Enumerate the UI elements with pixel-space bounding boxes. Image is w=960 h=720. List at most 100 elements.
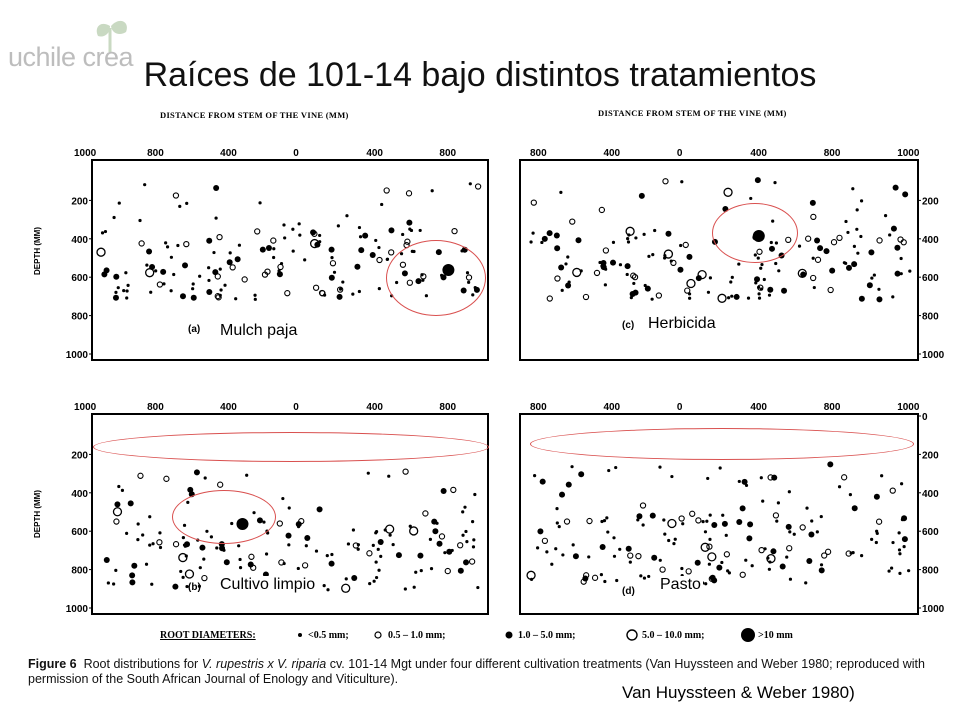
root-dot — [182, 543, 187, 547]
legend-item-l: 5.0 – 10.0 mm; — [642, 630, 705, 641]
root-dot — [265, 244, 272, 251]
root-dot — [354, 263, 361, 270]
treatment-label-mulch: Mulch paja — [218, 322, 300, 340]
depth-tick-label: 600 — [71, 273, 88, 284]
root-dot — [546, 295, 553, 302]
source-credit: Van Huyssteen & Weber 1980) — [622, 683, 855, 702]
x-tick-label: 400 — [750, 148, 767, 159]
root-dot — [316, 506, 323, 513]
root-dot — [578, 471, 585, 478]
root-dot — [465, 540, 469, 544]
root-dot — [706, 476, 710, 481]
root-dot — [380, 202, 384, 207]
root-dot — [369, 251, 376, 258]
root-dot — [799, 524, 806, 531]
panel-tag: (d) — [622, 586, 635, 597]
root-dot — [651, 253, 655, 257]
root-dot — [149, 290, 153, 294]
root-dot — [199, 544, 206, 551]
root-dot — [824, 548, 832, 555]
root-dot — [898, 571, 902, 575]
root-dot — [444, 567, 451, 575]
depth-tick-label: 1000 — [66, 350, 89, 361]
root-dot — [117, 484, 121, 489]
root-dot — [792, 532, 796, 536]
root-dot — [223, 283, 227, 287]
panel-c-svg: DISTANCE FROM STEM OF THE VINE (MM) 800 4… — [519, 108, 945, 361]
highlight-ellipse-c — [712, 203, 798, 263]
depth-tick-label: 1000 — [66, 604, 89, 615]
root-dot — [762, 277, 766, 282]
root-dot — [116, 286, 120, 290]
root-dot — [767, 567, 771, 571]
root-dot — [632, 281, 636, 286]
treatment-label-cultivo: Cultivo limpio — [218, 576, 318, 594]
root-dot — [874, 540, 878, 545]
root-dot — [721, 513, 725, 517]
root-dot — [571, 543, 575, 547]
root-dot — [876, 237, 883, 244]
root-dot — [165, 245, 170, 249]
root-dot — [178, 204, 182, 208]
root-dot — [164, 241, 168, 245]
root-dot — [858, 295, 865, 302]
root-dot — [408, 524, 412, 528]
depth-tick-label: 800 — [71, 566, 88, 577]
logo-text: uchile crea — [8, 42, 134, 72]
root-dot — [870, 537, 874, 541]
root-dot — [627, 552, 634, 559]
root-dot — [639, 502, 647, 509]
root-dot — [846, 230, 850, 235]
root-dot — [767, 293, 772, 297]
root-dot — [223, 559, 230, 566]
root-dot — [749, 196, 753, 201]
root-dot — [238, 566, 243, 570]
root-dot — [703, 530, 708, 534]
root-dot — [587, 555, 591, 559]
root-dot — [717, 293, 727, 303]
root-dot — [125, 531, 129, 535]
root-dot — [216, 234, 223, 241]
root-dot — [809, 199, 816, 206]
root-dot — [148, 515, 152, 519]
root-dot — [296, 524, 301, 529]
root-dot — [610, 259, 617, 266]
root-dot — [615, 578, 619, 583]
treatment-label-herbicida: Herbicida — [646, 315, 718, 333]
root-dot — [889, 487, 896, 494]
root-dot — [604, 267, 608, 271]
root-dot — [663, 253, 667, 258]
root-dot — [759, 476, 763, 480]
depth-tick-label: 400 — [922, 489, 939, 500]
root-dot — [206, 288, 213, 295]
root-dot — [297, 222, 301, 226]
root-dot — [191, 287, 195, 291]
panel-c-herbicida: DISTANCE FROM STEM OF THE VINE (MM) 800 4… — [510, 100, 950, 365]
root-dot — [129, 572, 136, 579]
root-dot — [143, 183, 147, 187]
root-dot — [739, 571, 746, 578]
root-dot — [855, 227, 859, 231]
root-dot — [182, 262, 189, 269]
root-dot — [346, 542, 351, 546]
root-dot — [176, 243, 180, 248]
root-dot — [902, 544, 906, 549]
legend-symbol-xl — [741, 628, 755, 642]
depth-tick-label: 600 — [922, 273, 939, 284]
root-dot — [777, 269, 781, 273]
root-dot — [198, 274, 202, 278]
highlight-ellipse-b-top — [93, 432, 489, 462]
root-dot — [428, 537, 433, 541]
root-dot — [310, 229, 317, 236]
root-dot — [169, 255, 174, 259]
root-dot — [860, 554, 864, 558]
root-dot — [184, 569, 195, 579]
root-dot — [129, 579, 136, 586]
root-dot — [897, 236, 904, 243]
root-dot — [402, 468, 409, 475]
depth-tick-label: 1000 — [922, 350, 945, 361]
root-dot — [557, 524, 561, 529]
root-dot — [314, 241, 321, 248]
root-dot — [901, 536, 908, 543]
root-dot — [214, 273, 221, 280]
